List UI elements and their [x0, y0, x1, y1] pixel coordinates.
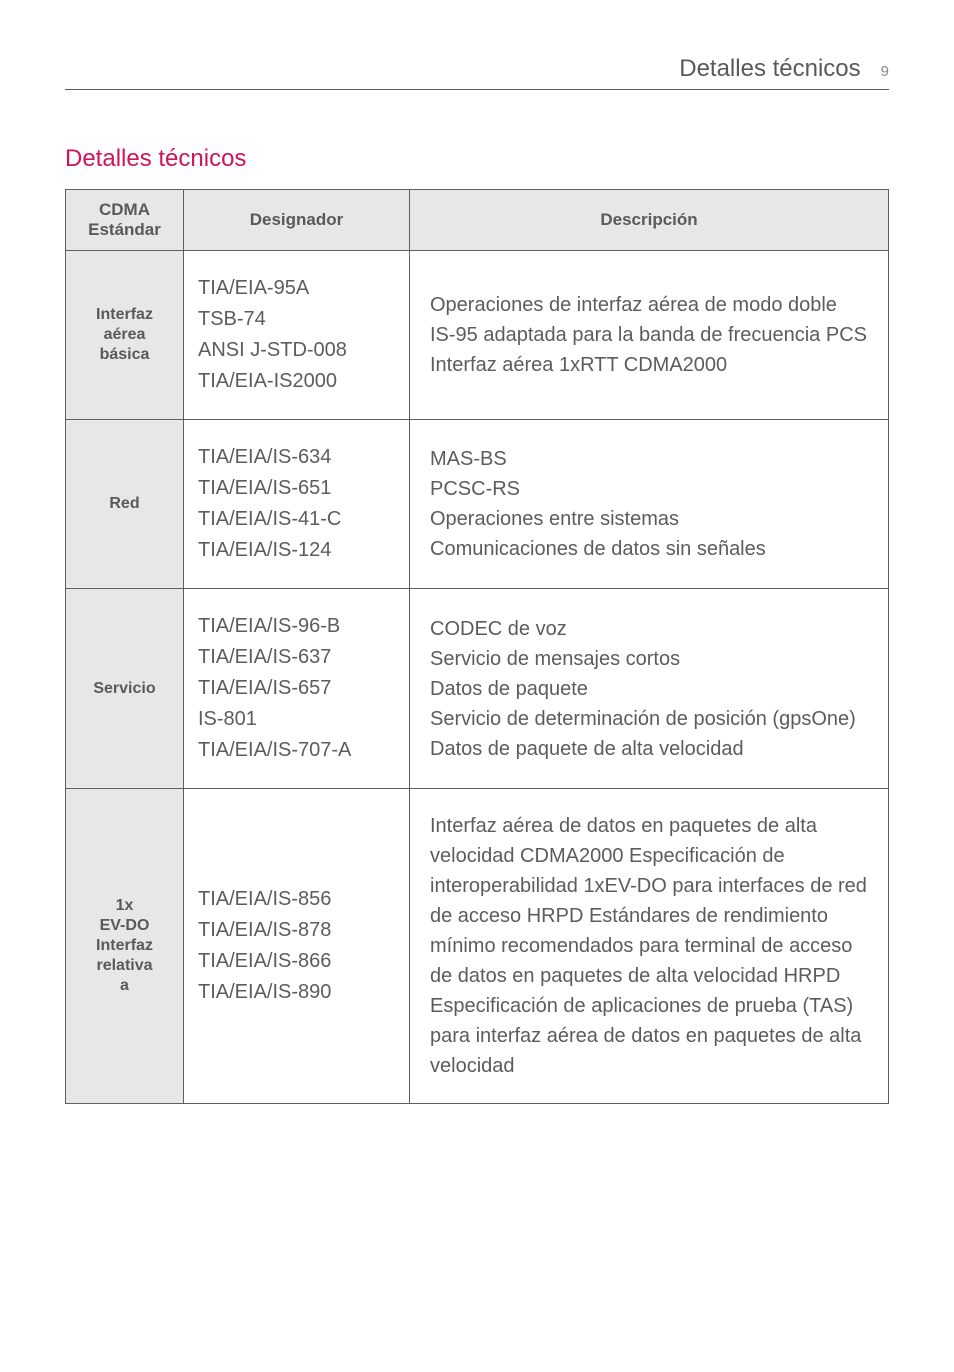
descripcion-line: Comunicaciones de datos sin señales — [430, 534, 870, 564]
header-title: Detalles técnicos — [679, 55, 860, 83]
table-body: InterfazaéreabásicaTIA/EIA-95ATSB-74ANSI… — [66, 251, 889, 1104]
descripcion-line: Datos de paquete — [430, 674, 870, 704]
designador-cell: TIA/EIA/IS-634TIA/EIA/IS-651TIA/EIA/IS-4… — [184, 420, 410, 589]
designador-line: IS-801 — [198, 704, 395, 735]
row-head: Interfazaéreabásica — [66, 251, 184, 420]
descripcion-cell: Interfaz aérea de datos en paquetes de a… — [410, 789, 889, 1104]
descripcion-line: Datos de paquete de alta velocidad — [430, 734, 870, 764]
designador-line: TIA/EIA-95A — [198, 273, 395, 304]
table-header-row: CDMAEstándar Designador Descripción — [66, 190, 889, 251]
section-title: Detalles técnicos — [65, 145, 889, 173]
designador-line: TIA/EIA/IS-866 — [198, 946, 395, 977]
col-descripcion: Descripción — [410, 190, 889, 251]
descripcion-line: Interfaz aérea de datos en paquetes de a… — [430, 811, 870, 1081]
designador-line: TIA/EIA/IS-637 — [198, 642, 395, 673]
page-header: Detalles técnicos 9 — [65, 55, 889, 83]
designador-line: TIA/EIA/IS-634 — [198, 442, 395, 473]
designador-line: TSB-74 — [198, 304, 395, 335]
descripcion-line: Interfaz aérea 1xRTT CDMA2000 — [430, 350, 870, 380]
descripcion-line: Servicio de determinación de posición (g… — [430, 704, 870, 734]
descripcion-line: Servicio de mensajes cortos — [430, 644, 870, 674]
page-number: 9 — [881, 63, 889, 80]
descripcion-line: PCSC-RS — [430, 474, 870, 504]
header-rule — [65, 89, 889, 90]
descripcion-line: Operaciones de interfaz aérea de modo do… — [430, 290, 870, 320]
col-designador: Designador — [184, 190, 410, 251]
row-head: 1xEV-DOInterfazrelativaa — [66, 789, 184, 1104]
designador-line: TIA/EIA/IS-96-B — [198, 611, 395, 642]
designador-line: TIA/EIA/IS-890 — [198, 977, 395, 1008]
table-row: 1xEV-DOInterfazrelativaaTIA/EIA/IS-856TI… — [66, 789, 889, 1104]
designador-line: TIA/EIA/IS-707-A — [198, 735, 395, 766]
designador-line: ANSI J-STD-008 — [198, 335, 395, 366]
table-row: RedTIA/EIA/IS-634TIA/EIA/IS-651TIA/EIA/I… — [66, 420, 889, 589]
descripcion-cell: Operaciones de interfaz aérea de modo do… — [410, 251, 889, 420]
col-cdma: CDMAEstándar — [66, 190, 184, 251]
descripcion-line: MAS-BS — [430, 444, 870, 474]
designador-line: TIA/EIA-IS2000 — [198, 366, 395, 397]
descripcion-line: Operaciones entre sistemas — [430, 504, 870, 534]
row-head: Red — [66, 420, 184, 589]
table-row: InterfazaéreabásicaTIA/EIA-95ATSB-74ANSI… — [66, 251, 889, 420]
designador-line: TIA/EIA/IS-651 — [198, 473, 395, 504]
designador-line: TIA/EIA/IS-41-C — [198, 504, 395, 535]
designador-cell: TIA/EIA/IS-856TIA/EIA/IS-878TIA/EIA/IS-8… — [184, 789, 410, 1104]
designador-line: TIA/EIA/IS-657 — [198, 673, 395, 704]
descripcion-line: IS-95 adaptada para la banda de frecuenc… — [430, 320, 870, 350]
descripcion-cell: CODEC de vozServicio de mensajes cortosD… — [410, 589, 889, 789]
descripcion-line: CODEC de voz — [430, 614, 870, 644]
designador-line: TIA/EIA/IS-856 — [198, 884, 395, 915]
table-row: ServicioTIA/EIA/IS-96-BTIA/EIA/IS-637TIA… — [66, 589, 889, 789]
row-head: Servicio — [66, 589, 184, 789]
descripcion-cell: MAS-BSPCSC-RSOperaciones entre sistemasC… — [410, 420, 889, 589]
designador-line: TIA/EIA/IS-878 — [198, 915, 395, 946]
designador-line: TIA/EIA/IS-124 — [198, 535, 395, 566]
specs-table: CDMAEstándar Designador Descripción Inte… — [65, 189, 889, 1104]
designador-cell: TIA/EIA-95ATSB-74ANSI J-STD-008TIA/EIA-I… — [184, 251, 410, 420]
designador-cell: TIA/EIA/IS-96-BTIA/EIA/IS-637TIA/EIA/IS-… — [184, 589, 410, 789]
